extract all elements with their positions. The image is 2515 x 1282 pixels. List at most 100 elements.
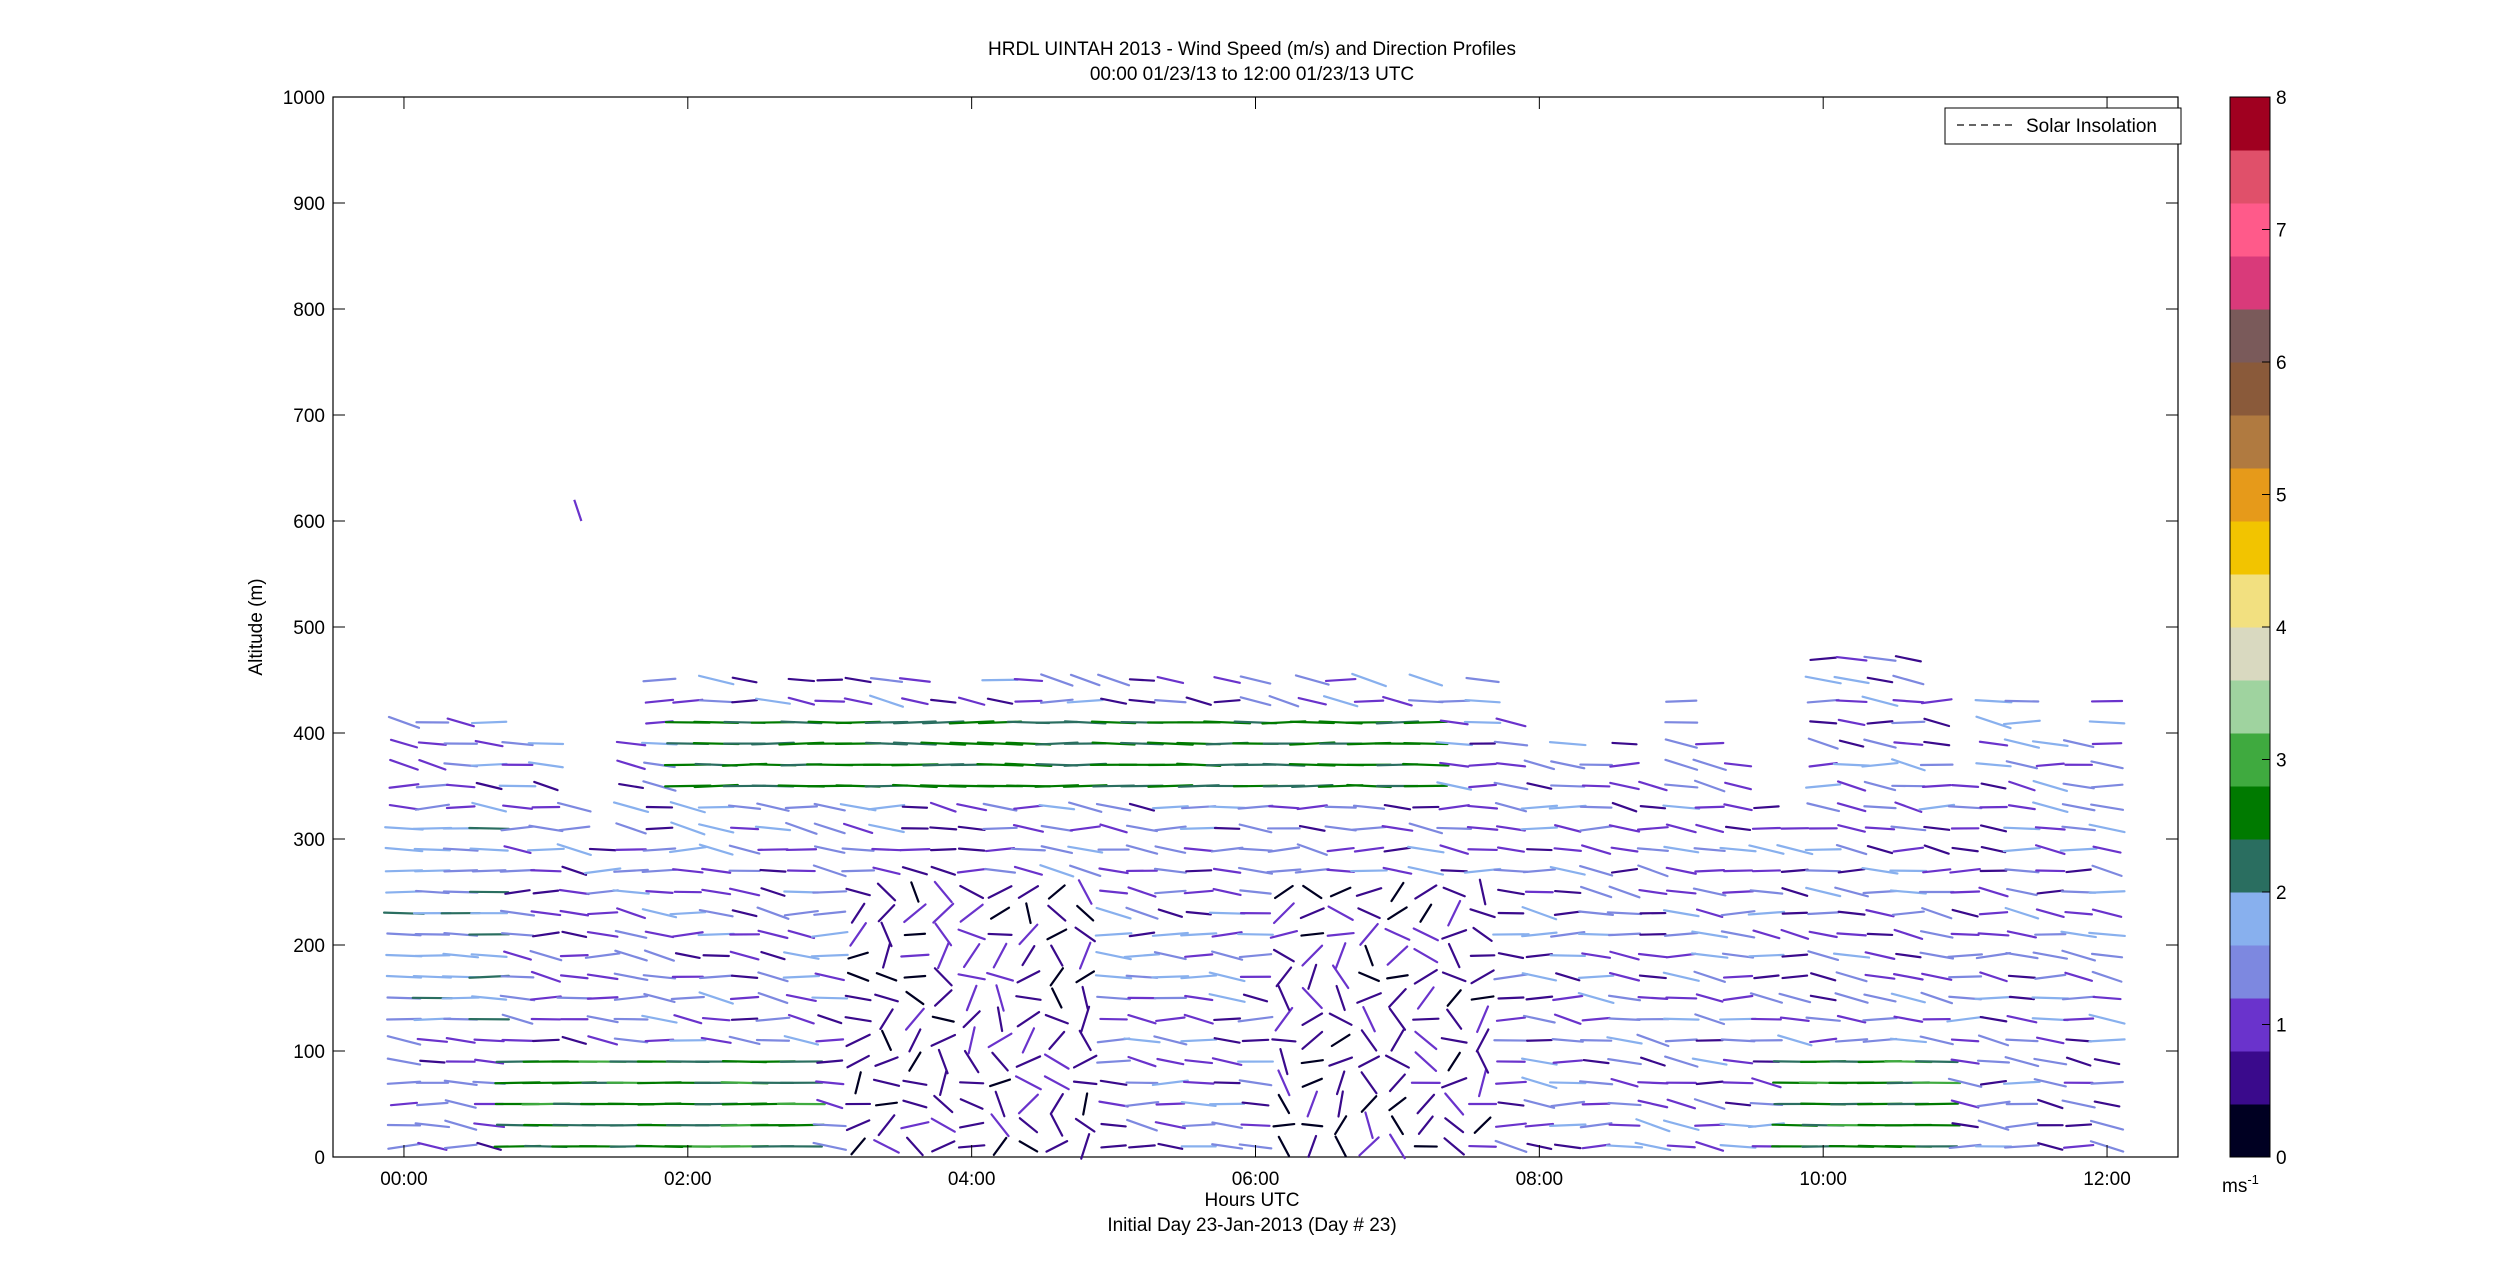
wind-barb xyxy=(1866,932,1894,937)
wind-barb xyxy=(1722,1058,1754,1065)
wind-barb xyxy=(1279,1047,1289,1076)
wind-barb xyxy=(1124,1100,1160,1108)
wind-barb xyxy=(812,1141,847,1151)
wind-barb xyxy=(1327,905,1354,921)
wind-barb xyxy=(2065,1123,2093,1128)
wind-barb xyxy=(613,868,649,873)
colorbar-segment xyxy=(2230,839,2270,893)
wind-barb xyxy=(561,930,588,939)
wind-barb xyxy=(501,1013,534,1025)
wind-barb xyxy=(1581,844,1612,855)
wind-barb xyxy=(849,922,867,947)
wind-barb xyxy=(417,741,447,746)
wind-barb xyxy=(698,823,735,834)
wind-barb xyxy=(1779,1016,1810,1022)
wind-barb xyxy=(1208,911,1246,915)
wind-barb xyxy=(1238,1079,1273,1087)
wind-barb xyxy=(385,974,423,979)
wind-barb xyxy=(1695,993,1724,1003)
wind-barb xyxy=(1128,678,1156,682)
wind-barb xyxy=(1128,1144,1156,1149)
wind-barb xyxy=(473,1122,506,1129)
wind-barb xyxy=(559,909,590,917)
wind-barb xyxy=(1015,995,1042,1001)
wind-barb xyxy=(384,846,424,853)
wind-barb xyxy=(1494,802,1528,813)
wind-barb xyxy=(1013,865,1043,876)
wind-barb xyxy=(1520,826,1559,831)
wind-barb xyxy=(976,741,1024,746)
wind-barb xyxy=(1495,762,1527,768)
wind-barb xyxy=(1329,886,1352,898)
wind-barb xyxy=(1208,1102,1246,1106)
wind-barb xyxy=(1095,906,1132,920)
wind-barb xyxy=(1861,761,1899,768)
wind-barb xyxy=(1863,993,1897,1003)
wind-barb xyxy=(1524,1122,1555,1128)
wind-barb xyxy=(1213,1017,1242,1022)
wind-barb xyxy=(1662,1017,1700,1021)
wind-barb xyxy=(1015,1055,1042,1068)
wind-barb xyxy=(612,889,650,895)
wind-barb xyxy=(1094,974,1133,980)
wind-barb xyxy=(1978,911,2009,916)
wind-barb xyxy=(698,991,734,1005)
wind-barb xyxy=(1127,886,1157,898)
wind-barb xyxy=(1693,779,1726,793)
wind-barb xyxy=(1290,783,1334,789)
wind-barb xyxy=(613,1037,649,1044)
wind-barb xyxy=(1607,1058,1642,1066)
wind-barb xyxy=(1435,741,1474,747)
wind-barb xyxy=(2035,869,2066,873)
wind-barb xyxy=(1861,695,1899,707)
wind-barb xyxy=(2002,1080,2041,1085)
wind-barb xyxy=(844,1016,872,1023)
wind-barb xyxy=(1606,1036,1643,1045)
wind-barb xyxy=(1639,933,1667,936)
wind-barb xyxy=(1440,1037,1468,1044)
wind-barb xyxy=(1212,867,1242,874)
wind-barb xyxy=(1719,1017,1757,1021)
wind-barb xyxy=(1307,1134,1318,1158)
colorbar-segment xyxy=(2230,97,2270,151)
wind-barb xyxy=(1010,847,1046,852)
wind-barb xyxy=(1050,944,1064,967)
wind-barb xyxy=(1548,1081,1587,1085)
wind-barb xyxy=(1335,984,1346,1012)
wind-barb xyxy=(1358,1055,1381,1068)
wind-barb xyxy=(1414,1051,1438,1072)
wind-barb xyxy=(1100,1122,1127,1128)
wind-barb xyxy=(1890,992,1926,1004)
wind-barb xyxy=(1837,910,1866,916)
wind-barb xyxy=(1665,889,1697,895)
wind-barb xyxy=(813,910,847,916)
wind-barb xyxy=(936,942,950,970)
wind-barb xyxy=(1895,952,1922,959)
wind-barb xyxy=(442,847,479,852)
wind-barb xyxy=(1951,1122,1979,1129)
wind-barb xyxy=(1581,1016,1611,1022)
wind-barb xyxy=(1579,1039,1613,1042)
wind-barb xyxy=(1891,910,1925,916)
wind-barb xyxy=(1520,804,1559,810)
wind-barb xyxy=(1893,928,1924,940)
wind-barb xyxy=(1552,1059,1583,1064)
wind-barb xyxy=(731,909,758,918)
wind-barb xyxy=(1863,780,1897,792)
wind-barb xyxy=(1914,1060,1959,1064)
wind-barb xyxy=(1923,717,1951,728)
wind-barb xyxy=(995,984,1005,1012)
wind-barb xyxy=(586,1015,619,1024)
wind-barb xyxy=(873,1139,900,1154)
wind-barb xyxy=(1663,845,1700,854)
wind-barb xyxy=(1894,655,1922,663)
wind-barb xyxy=(787,696,816,706)
wind-barb xyxy=(1834,1038,1869,1043)
wind-barb xyxy=(1578,1080,1614,1086)
wind-barb xyxy=(2092,995,2122,1001)
wind-barb xyxy=(2031,1017,2069,1022)
wind-barb xyxy=(1416,1093,1436,1115)
wind-barb xyxy=(1335,1070,1346,1096)
wind-barb xyxy=(2007,974,2036,979)
wind-barb xyxy=(957,825,986,832)
